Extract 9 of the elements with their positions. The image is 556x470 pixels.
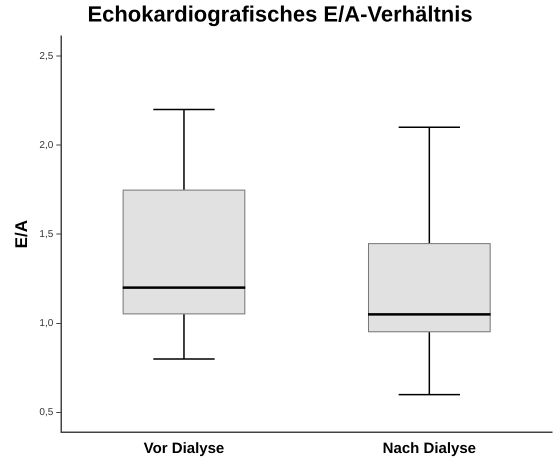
chart-title: Echokardiografisches E/A-Verhältnis bbox=[87, 1, 473, 26]
y-tick-label: 0,5 bbox=[39, 407, 54, 418]
y-tick-label: 1,5 bbox=[39, 228, 54, 240]
x-tick-label: Nach Dialyse bbox=[382, 440, 476, 458]
x-tick-label: Vor Dialyse bbox=[144, 440, 224, 458]
y-tick-label: 2,5 bbox=[39, 50, 54, 62]
y-tick-label: 2,0 bbox=[39, 140, 54, 151]
y-axis-title: E/A bbox=[12, 220, 31, 248]
y-tick-label: 1,0 bbox=[39, 318, 54, 330]
